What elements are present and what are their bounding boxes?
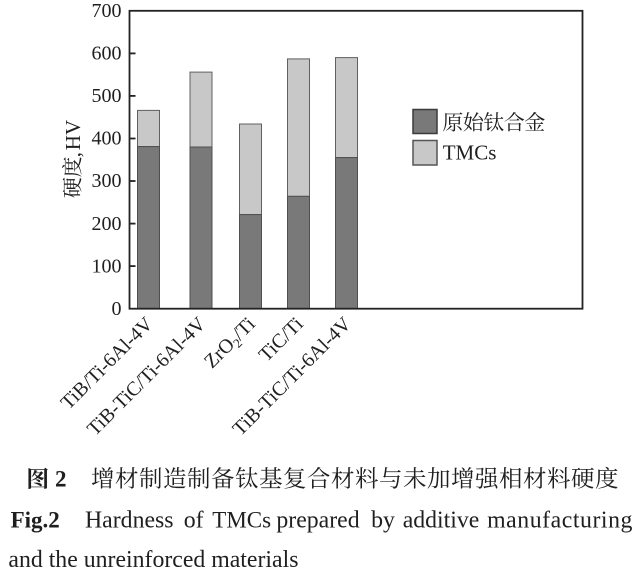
svg-text:HV: HV xyxy=(61,120,85,150)
svg-text:of: of xyxy=(184,507,204,533)
svg-text:,: , xyxy=(61,152,85,157)
svg-text:prepared: prepared xyxy=(276,507,359,533)
svg-text:TMCs: TMCs xyxy=(212,507,271,532)
svg-text:manufacturing: manufacturing xyxy=(487,507,633,533)
svg-text:2: 2 xyxy=(55,467,67,492)
svg-text:700: 700 xyxy=(92,0,122,22)
svg-text:600: 600 xyxy=(92,43,122,65)
svg-text:additive: additive xyxy=(403,507,480,533)
svg-text:500: 500 xyxy=(92,85,122,107)
svg-text:Hardness: Hardness xyxy=(85,507,174,533)
svg-text:200: 200 xyxy=(92,213,122,235)
svg-text:400: 400 xyxy=(92,128,122,150)
svg-text:0: 0 xyxy=(112,298,122,320)
svg-text:TMCs: TMCs xyxy=(443,140,497,164)
svg-text:300: 300 xyxy=(92,170,122,192)
svg-text:by: by xyxy=(371,507,395,533)
svg-text:100: 100 xyxy=(92,255,122,277)
svg-text:Fig.2: Fig.2 xyxy=(11,507,60,532)
svg-text:and the unreinforced materials: and the unreinforced materials xyxy=(8,547,298,573)
